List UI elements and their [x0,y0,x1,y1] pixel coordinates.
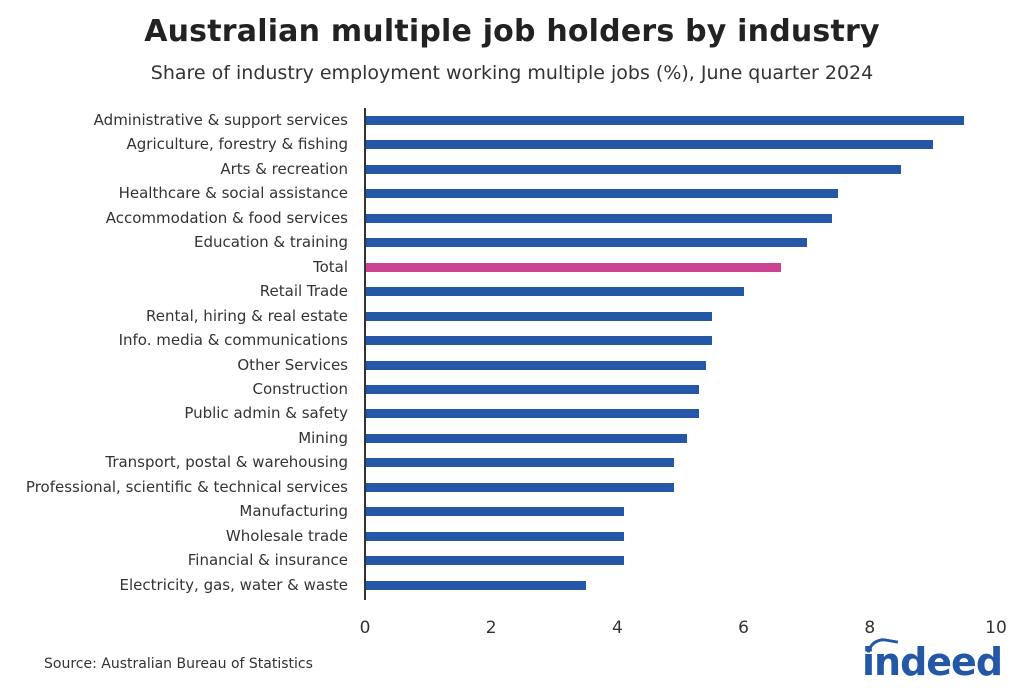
category-label: Transport, postal & warehousing [105,453,348,472]
bar-row: Other Services [0,353,1024,377]
industry-bar [365,287,744,297]
industry-bar [365,116,965,125]
bar-row: Manufacturing [0,499,1024,523]
x-tick-label: 2 [485,618,497,638]
industry-bar [365,482,675,492]
bar-row: Healthcare & social assistance [0,181,1024,205]
bar-row: Public admin & safety [0,401,1024,425]
category-label: Electricity, gas, water & waste [119,575,348,594]
bar-row: Wholesale trade [0,524,1024,548]
bar-row: Administrative & support services [0,108,1024,132]
industry-bar [365,213,832,223]
category-label: Financial & insurance [187,551,348,570]
category-label: Arts & recreation [220,159,348,178]
bar-row: Total [0,255,1024,279]
industry-bar [365,458,675,468]
industry-bar [365,384,700,394]
industry-bar [365,336,713,346]
industry-bar [365,433,687,443]
category-label: Other Services [237,355,348,374]
category-label: Accommodation & food services [105,208,348,227]
category-label: Retail Trade [259,282,348,301]
y-axis-line [364,108,366,600]
bar-row: Rental, hiring & real estate [0,304,1024,328]
category-label: Construction [252,379,348,398]
category-label: Public admin & safety [184,404,348,423]
industry-bar [365,556,624,566]
bar-row: Accommodation & food services [0,206,1024,230]
category-label: Wholesale trade [225,526,348,545]
category-label: Info. media & communications [118,331,348,350]
category-label: Rental, hiring & real estate [146,306,348,325]
industry-bar [365,164,902,174]
x-tick-label: 10 [985,618,1007,638]
bar-row: Agriculture, forestry & fishing [0,132,1024,156]
bar-row: Retail Trade [0,279,1024,303]
industry-bar [365,531,624,541]
bar-row: Transport, postal & warehousing [0,450,1024,474]
bar-row: Financial & insurance [0,548,1024,572]
industry-bar [365,409,700,419]
industry-bar [365,580,586,590]
bar-row: Info. media & communications [0,328,1024,352]
industry-bar [365,311,713,321]
category-label: Mining [298,428,348,447]
bar-row: Construction [0,377,1024,401]
x-tick-label: 4 [611,618,623,638]
total-bar [365,262,782,272]
source-note: Source: Australian Bureau of Statistics [44,656,313,672]
bar-row: Arts & recreation [0,157,1024,181]
category-label: Total [312,257,348,276]
category-label: Healthcare & social assistance [118,184,348,203]
chart-title: Australian multiple job holders by indus… [144,14,880,49]
bar-row: Mining [0,426,1024,450]
category-label: Professional, scientific & technical ser… [25,477,348,496]
industry-bar [365,140,933,150]
x-tick-label: 6 [738,618,750,638]
industry-bar [365,189,839,199]
bar-row: Education & training [0,230,1024,254]
category-label: Agriculture, forestry & fishing [126,135,349,154]
category-label: Administrative & support services [93,111,348,129]
category-label: Education & training [193,233,348,252]
logo-text: indeed [862,640,1003,684]
industry-bar [365,360,706,370]
bar-row: Professional, scientific & technical ser… [0,475,1024,499]
chart-subtitle: Share of industry employment working mul… [150,62,874,84]
x-tick-label: 8 [864,618,876,638]
bar-row: Electricity, gas, water & waste [0,573,1024,597]
x-tick-label: 0 [359,618,371,638]
industry-bar [365,238,807,248]
indeed-logo: indeed [862,635,1012,684]
industry-bar [365,507,624,517]
category-label: Manufacturing [239,502,348,521]
